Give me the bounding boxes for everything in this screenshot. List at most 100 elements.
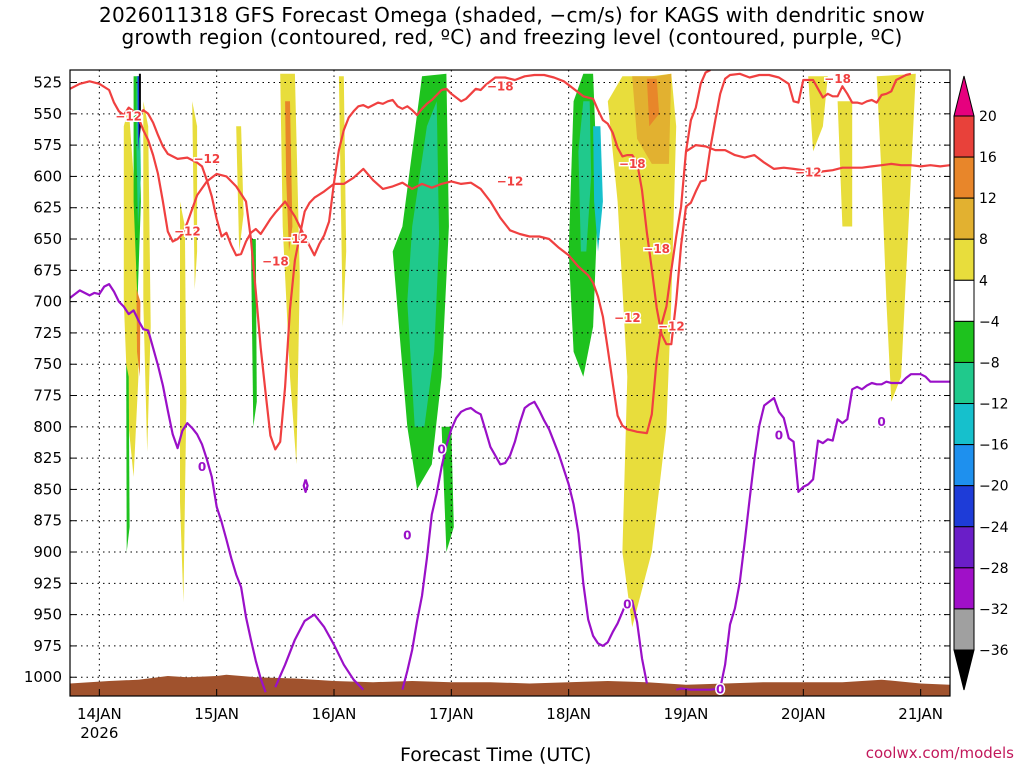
- omega-region-12: [236, 126, 244, 252]
- y-tick-label-800: 800: [33, 418, 62, 436]
- contour-freezing_level_blob: [302, 479, 309, 493]
- contour-label-18: 0: [775, 429, 783, 443]
- omega-shading-layer: [123, 73, 916, 628]
- colorbar-label-5: −4: [979, 314, 1000, 330]
- y-tick-label-925: 925: [33, 574, 62, 592]
- contour-label-8: −12: [614, 311, 641, 325]
- colorbar-label-9: −20: [979, 479, 1009, 495]
- colorbar-bottom-arrow: [953, 649, 975, 691]
- colorbar-label-0: 20: [979, 109, 997, 125]
- contour-label-6: −18: [619, 157, 646, 171]
- colorbar-label-11: −28: [979, 561, 1009, 577]
- contour-label-16: 0: [623, 598, 631, 612]
- colorbar-bin-5: [953, 279, 975, 322]
- contour-label-3: −12: [282, 232, 309, 246]
- contour-label-7: −18: [643, 242, 670, 256]
- contour-layer: [70, 70, 950, 693]
- contour-label-19: 0: [877, 415, 885, 429]
- colorbar-label-4: 4: [979, 273, 988, 289]
- y-tick-label-900: 900: [33, 543, 62, 561]
- colorbar-label-8: −16: [979, 438, 1009, 454]
- colorbar-bin-1: [953, 115, 975, 158]
- contour-label-12: −12: [795, 166, 822, 180]
- omega-region-16: [407, 101, 440, 427]
- x-tick-label-6: 20JAN: [781, 705, 826, 723]
- y-tick-label-775: 775: [33, 387, 62, 405]
- contour-freezing_level_b: [274, 613, 365, 691]
- y-tick-label-725: 725: [33, 324, 62, 342]
- x-tick-label-0: 14JAN: [77, 705, 122, 723]
- colorbar-label-13: −36: [979, 643, 1009, 659]
- colorbar-bin-11: [953, 526, 975, 569]
- contour-label-15: 0: [437, 442, 445, 456]
- colorbar-bin-6: [953, 320, 975, 363]
- chart-title: 2026011318 GFS Forecast Omega (shaded, −…: [0, 4, 1024, 48]
- omega-region-26: [837, 101, 853, 227]
- contour-label-11: −18: [824, 72, 851, 86]
- colorbar-bin-2: [953, 156, 975, 199]
- x-tick-label-4: 18JAN: [546, 705, 591, 723]
- y-tick-label-825: 825: [33, 449, 62, 467]
- contour-label-9: −12: [658, 320, 685, 334]
- y-tick-label-525: 525: [33, 74, 62, 92]
- omega-region-11: [285, 101, 293, 252]
- plot-frame: [69, 69, 951, 697]
- contour-label-1: −12: [174, 225, 201, 239]
- x-tick-label-3: 17JAN: [429, 705, 474, 723]
- y-tick-label-600: 600: [33, 167, 62, 185]
- colorbar-label-1: 16: [979, 150, 997, 166]
- site-watermark[interactable]: coolwx.com/models: [865, 744, 1014, 762]
- colorbar-label-6: −8: [979, 355, 1000, 371]
- omega-region-23: [646, 78, 660, 127]
- omega-region-20: [593, 126, 603, 252]
- colorbar-bin-4: [953, 238, 975, 281]
- y-tick-label-650: 650: [33, 230, 62, 248]
- y-tick-label-625: 625: [33, 199, 62, 217]
- omega-region-7: [126, 364, 130, 552]
- x-year-label: 2026: [80, 724, 118, 742]
- colorbar-label-2: 12: [979, 191, 997, 207]
- contour-label-10: −12: [194, 152, 221, 166]
- contour-label-14: 0: [403, 529, 411, 543]
- contour-dgz_right: [685, 144, 950, 175]
- chart-title-line-2: growth region (contoured, red, ºC) and f…: [121, 25, 903, 49]
- x-axis-title: Forecast Time (UTC): [400, 744, 592, 766]
- colorbar-label-10: −24: [979, 520, 1009, 536]
- colorbar-bin-3: [953, 197, 975, 240]
- omega-region-9: [192, 101, 198, 290]
- chart-title-line-1: 2026011318 GFS Forecast Omega (shaded, −…: [99, 3, 925, 27]
- colorbar-bin-12: [953, 567, 975, 610]
- y-tick-label-875: 875: [33, 512, 62, 530]
- y-tick-label-675: 675: [33, 261, 62, 279]
- omega-region-19: [578, 101, 592, 252]
- x-tick-label-1: 15JAN: [194, 705, 239, 723]
- omega-region-6: [136, 289, 141, 377]
- axis-layer: 525 550 575 600 625 650 675 700 725 750 775 800 825 8…: [24, 74, 950, 742]
- contour-freezing_level_a: [70, 283, 267, 693]
- y-tick-label-850: 850: [33, 480, 62, 498]
- y-tick-label-975: 975: [33, 637, 62, 655]
- contour-dgz_bottom: [137, 70, 711, 451]
- contour-freezing_level_d: [675, 373, 950, 691]
- omega-region-8: [180, 201, 187, 603]
- surface-terrain: [70, 674, 950, 696]
- contour-label-4: −18: [487, 79, 514, 93]
- contour-label-13: 0: [198, 460, 206, 474]
- contour-dgz_top: [70, 72, 912, 346]
- colorbar-bin-13: [953, 608, 975, 651]
- colorbar-label-12: −32: [979, 602, 1009, 618]
- y-tick-label-575: 575: [33, 136, 62, 154]
- contour-label-2: −18: [262, 255, 289, 269]
- colorbar-bin-8: [953, 403, 975, 446]
- x-tick-label-2: 16JAN: [312, 705, 357, 723]
- contour-freezing_level_c: [401, 400, 648, 690]
- y-tick-label-550: 550: [33, 105, 62, 123]
- y-tick-label-700: 700: [33, 293, 62, 311]
- y-tick-label-750: 750: [33, 355, 62, 373]
- x-tick-label-5: 19JAN: [664, 705, 709, 723]
- omega-region-25: [876, 73, 916, 402]
- omega-region-5: [143, 101, 151, 452]
- colorbar-label-3: 8: [979, 232, 988, 248]
- grid-layer: [70, 70, 950, 696]
